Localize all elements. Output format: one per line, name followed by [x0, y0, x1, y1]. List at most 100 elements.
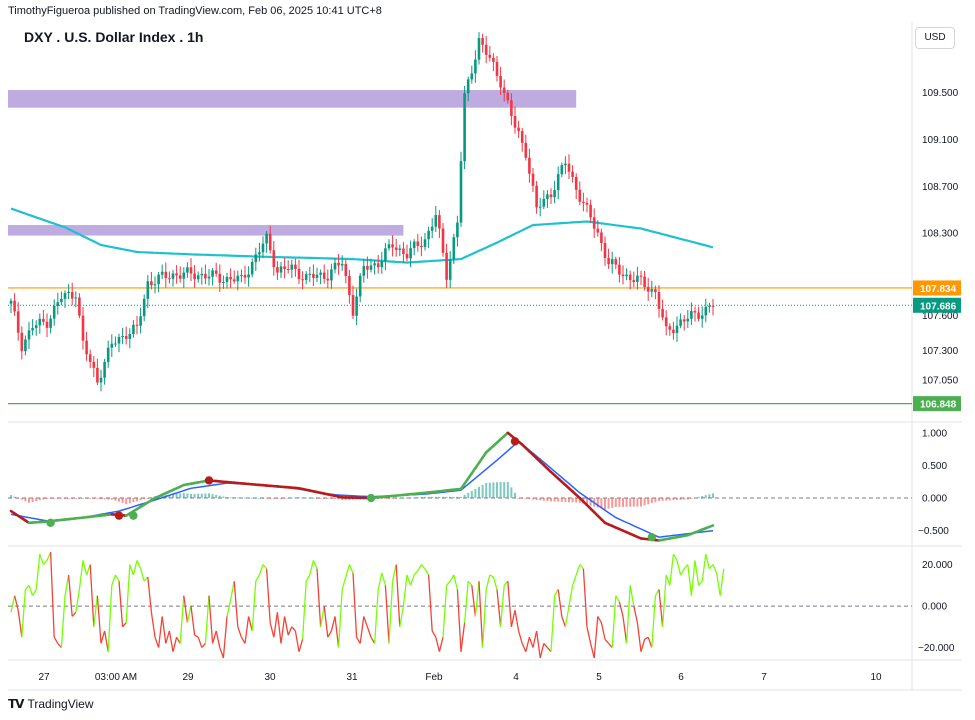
histogram-bar — [553, 498, 556, 502]
momentum-line-segment — [111, 574, 117, 586]
candle-body — [690, 311, 693, 319]
histogram-bar — [647, 498, 650, 505]
candle-body — [283, 266, 286, 269]
histogram-bar — [103, 498, 106, 500]
momentum-line-segment — [89, 564, 95, 627]
momentum-line-segment — [132, 560, 138, 576]
candle-body — [610, 259, 614, 265]
histogram-bar — [388, 498, 390, 499]
momentum-line-segment — [39, 554, 45, 565]
time-tick-label: Feb — [425, 672, 443, 683]
histogram-bar — [380, 498, 383, 499]
momentum-line-segment — [694, 560, 700, 586]
histogram-bar — [614, 498, 617, 507]
crossover-marker — [114, 511, 124, 520]
candle-body — [67, 291, 70, 294]
histogram-bar — [71, 498, 74, 499]
momentum-line-segment — [420, 564, 426, 570]
candle-body — [157, 274, 160, 285]
candle-body — [88, 354, 92, 362]
candle-body — [405, 254, 409, 259]
histogram-bar — [204, 493, 207, 499]
histogram-bar — [460, 496, 462, 499]
momentum-line-segment — [237, 626, 243, 638]
candle-body — [398, 248, 402, 250]
histogram-bar — [118, 498, 120, 502]
candle-body — [81, 315, 85, 341]
histogram-bar — [643, 498, 646, 506]
histogram-bar — [344, 498, 347, 500]
candle-body — [337, 262, 340, 266]
candle-body — [286, 268, 290, 270]
candle-body — [366, 265, 369, 270]
histogram-bar — [236, 497, 239, 499]
momentum-tick-label: 0.000 — [922, 602, 947, 613]
momentum-line-segment — [75, 589, 81, 613]
candle-body — [49, 318, 52, 328]
histogram-bar — [564, 498, 567, 503]
momentum-line-segment — [532, 630, 538, 648]
osc-tick-label: 0.000 — [922, 494, 947, 505]
candle-body — [513, 115, 517, 128]
candle-body — [542, 198, 546, 207]
momentum-line-segment — [399, 605, 405, 627]
momentum-tick-label: −20.000 — [918, 643, 955, 654]
momentum-line-segment — [593, 616, 599, 658]
momentum-line-segment — [330, 616, 336, 632]
candle-body — [45, 321, 49, 328]
candle-body — [625, 274, 628, 277]
time-tick-label: 03:00 AM — [95, 672, 137, 683]
price-tick-label: 107.300 — [922, 346, 959, 357]
momentum-line-segment — [345, 564, 351, 578]
momentum-line-segment — [463, 581, 469, 623]
footer-brand[interactable]: 𝗧𝗩 TradingView — [8, 697, 94, 711]
momentum-line-segment — [460, 622, 466, 652]
crossover-marker — [647, 532, 656, 542]
candle-body — [564, 163, 567, 166]
candle-body — [218, 273, 222, 283]
time-tick-label: 7 — [761, 672, 767, 683]
candle-body — [549, 194, 553, 198]
candle-body — [34, 325, 38, 329]
histogram-bar — [348, 498, 351, 500]
candle-body — [495, 61, 499, 77]
momentum-line-segment — [582, 568, 588, 627]
candle-body — [132, 324, 135, 335]
symbol-title[interactable]: DXY . U.S. Dollar Index . 1h — [24, 29, 204, 45]
currency-button[interactable]: USD — [915, 27, 955, 49]
candle-body — [600, 232, 603, 243]
momentum-line-segment — [395, 564, 401, 627]
momentum-line-segment — [528, 636, 534, 648]
momentum-line-segment — [17, 610, 23, 638]
histogram-bar — [492, 482, 495, 499]
histogram-bar — [330, 498, 333, 499]
momentum-line-segment — [618, 601, 624, 617]
momentum-line-segment — [586, 626, 592, 644]
candle-body — [150, 281, 153, 286]
histogram-bar — [38, 498, 41, 501]
candle-body — [470, 73, 474, 80]
histogram-bar — [384, 498, 387, 499]
histogram-bar — [510, 487, 513, 499]
candle-body — [517, 127, 520, 132]
histogram-bar — [607, 498, 610, 509]
momentum-line-segment — [147, 576, 153, 613]
histogram-bar — [254, 497, 257, 499]
histogram-bar — [452, 496, 455, 499]
candle-body — [708, 305, 711, 307]
histogram-bar — [640, 498, 642, 507]
candle-body — [189, 267, 193, 274]
histogram-bar — [546, 498, 549, 502]
candle-body — [420, 245, 423, 247]
momentum-line-segment — [525, 637, 531, 652]
candle-body — [679, 319, 682, 326]
candle-body — [312, 273, 315, 278]
oscillator-line-segment — [708, 524, 715, 529]
histogram-bar — [420, 497, 423, 499]
histogram-bar — [200, 493, 203, 499]
candle-body — [315, 274, 319, 278]
momentum-line-segment — [708, 564, 714, 570]
histogram-bar — [402, 497, 405, 499]
candle-body — [675, 325, 679, 333]
